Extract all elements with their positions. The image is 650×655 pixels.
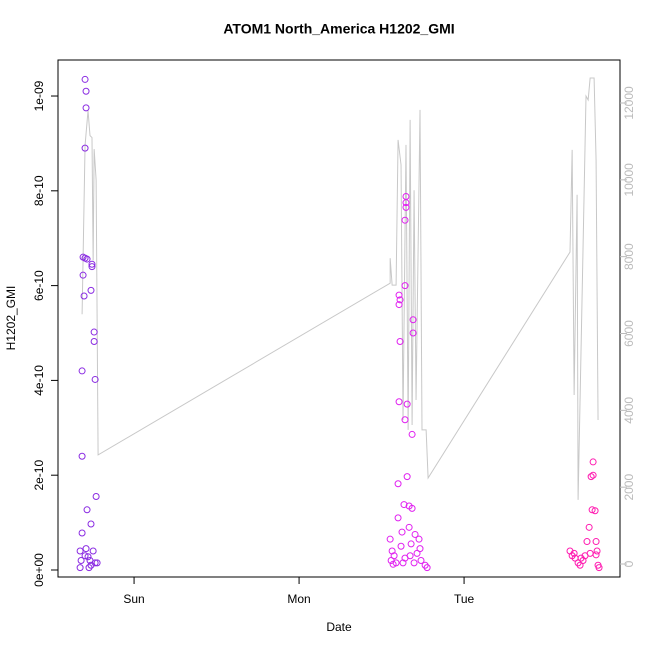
scatter-point [83, 255, 91, 263]
y2-tick-label: 12000 [622, 86, 636, 120]
scatter-point [387, 557, 395, 565]
line-series [81, 77, 599, 500]
scatter-point [408, 504, 416, 512]
scatter-point [87, 561, 95, 569]
scatter-point [88, 260, 96, 268]
scatter-point [78, 452, 86, 460]
scatter-point [588, 506, 596, 514]
x-tick-label: Tue [454, 592, 475, 606]
scatter-point [403, 473, 411, 481]
scatter-point [408, 430, 416, 438]
scatter-point [591, 507, 599, 515]
scatter-point [82, 104, 90, 112]
scatter-point [93, 559, 101, 567]
scatter-point [587, 473, 595, 481]
x-tick-label: Mon [287, 592, 310, 606]
scatter-point [90, 338, 98, 346]
scatter-point [423, 564, 431, 572]
scatter-point [82, 87, 90, 95]
scatter-point [394, 514, 402, 522]
scatter-point [409, 316, 417, 324]
scatter-point [583, 538, 591, 546]
y2-tick-label: 2000 [622, 474, 636, 501]
scatter-point [570, 549, 578, 557]
scatter-point [386, 535, 394, 543]
scatter-point [91, 375, 99, 383]
scatter-point [410, 559, 418, 567]
scatter-point [90, 328, 98, 336]
scatter-point [395, 301, 403, 309]
scatter-point [81, 75, 89, 83]
scatter-point [394, 480, 402, 488]
scatter-point [397, 542, 405, 550]
scatter-point [592, 551, 600, 559]
y2-tick-label: 0 [622, 560, 636, 567]
y2-tick-label: 6000 [622, 320, 636, 347]
scatter-point [402, 203, 410, 211]
scatter-point [389, 560, 397, 568]
scatter-point [401, 416, 409, 424]
y2-tick-label: 8000 [622, 243, 636, 270]
scatter-point [417, 557, 425, 565]
scatter-point [585, 523, 593, 531]
scatter-point [403, 400, 411, 408]
scatter-point [405, 523, 413, 531]
scatter-point [77, 557, 85, 565]
y-tick-label: 4e-10 [32, 365, 46, 396]
scatter-point [81, 552, 89, 560]
scatter-point [395, 291, 403, 299]
scatter-point [413, 549, 421, 557]
scatter-point [87, 286, 95, 294]
scatter-point [400, 501, 408, 509]
scatter-point [595, 564, 603, 572]
plot-frame [57, 59, 621, 578]
y-tick-label: 0e+00 [32, 553, 46, 587]
scatter-point [87, 520, 95, 528]
y-tick-label: 8e-10 [32, 175, 46, 206]
scatter-point [88, 263, 96, 271]
scatter-point [395, 398, 403, 406]
scatter-point [89, 547, 97, 555]
scatter-point [80, 292, 88, 300]
y2-tick-label: 10000 [622, 163, 636, 197]
y2-tick-label: 4000 [622, 397, 636, 424]
scatter-point [84, 553, 92, 561]
scatter-point [401, 216, 409, 224]
x-axis-label: Date [326, 620, 352, 634]
scatter-point [401, 282, 409, 290]
scatter-point [396, 296, 404, 304]
scatter-point [81, 144, 89, 152]
scatter-point [398, 528, 406, 536]
x-tick-label: Sun [123, 592, 144, 606]
scatter-point [411, 530, 419, 538]
scatter-point [388, 547, 396, 555]
y-tick-label: 2e-10 [32, 460, 46, 491]
scatter-point [83, 506, 91, 514]
scatter-point [79, 271, 87, 279]
scatter-point [406, 552, 414, 560]
scatter-point [407, 540, 415, 548]
scatter-point [399, 559, 407, 567]
scatter-point [409, 329, 417, 337]
scatter-point [396, 338, 404, 346]
scatter-point [78, 529, 86, 537]
scatter-point [76, 564, 84, 572]
chart-title: ATOM1 North_America H1202_GMI [223, 21, 454, 37]
scatter-point [415, 535, 423, 543]
scatter-point [78, 367, 86, 375]
scatter-point [593, 547, 601, 555]
scatter-point [589, 458, 597, 466]
scatter-point [92, 493, 100, 501]
scatter-point [82, 545, 90, 553]
scatter-point [577, 554, 585, 562]
y-tick-label: 1e-09 [32, 80, 46, 111]
scatter-point [589, 471, 597, 479]
y-axis-label: H1202_GMI [4, 286, 18, 351]
scatter-point [76, 547, 84, 555]
y-tick-label: 6e-10 [32, 270, 46, 301]
scatter-point [402, 199, 410, 207]
scatter-point [592, 538, 600, 546]
